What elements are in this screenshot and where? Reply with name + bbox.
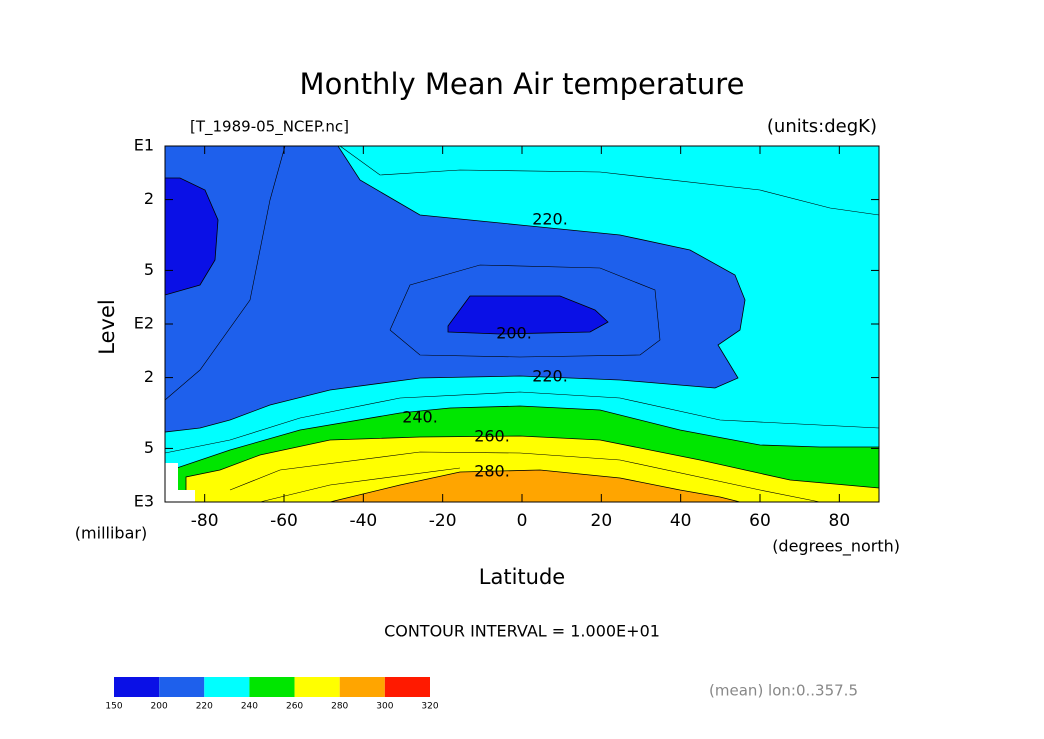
colorbar-label: 280	[331, 702, 348, 712]
x-tick-label: -60	[270, 511, 298, 531]
contour-band	[447, 295, 609, 335]
colorbar-box	[249, 677, 295, 697]
colorbar-box	[114, 677, 160, 697]
x-tick-label: 80	[829, 511, 851, 531]
colorbar-label: 220	[196, 702, 213, 712]
y-tick-label: 5	[144, 260, 154, 279]
contour-line	[164, 391, 880, 454]
x-tick-label: 40	[670, 511, 692, 531]
contour-note: CONTOUR INTERVAL = 1.000E+01	[384, 622, 660, 641]
y-tick-label: 2	[144, 189, 154, 208]
x-tick-label: -40	[349, 511, 377, 531]
y-tick-label: E1	[134, 136, 154, 155]
units: (units:degK)	[767, 116, 877, 137]
contour-line	[259, 467, 461, 503]
colorbar-label: 240	[241, 702, 258, 712]
contour-label: 220.	[532, 210, 568, 229]
x-axis-title: Latitude	[479, 565, 565, 589]
y-units: (millibar)	[75, 524, 147, 543]
colorbar-box	[159, 677, 205, 697]
missing-area	[165, 463, 195, 502]
x-tick-label: -20	[429, 511, 457, 531]
contour-band	[164, 145, 746, 433]
colorbar-box	[204, 677, 250, 697]
contour-label: 200.	[496, 324, 532, 343]
contour-line	[339, 145, 880, 216]
x-tick-label: 60	[749, 511, 771, 531]
colorbar-label: 150	[105, 702, 122, 712]
colorbar-label: 320	[421, 702, 438, 712]
footer: (mean) lon:0..357.5	[709, 682, 858, 700]
contour-line	[229, 451, 821, 503]
contour-band	[329, 469, 741, 503]
contour-label: 220.	[532, 367, 568, 386]
x-tick-label: -80	[191, 511, 219, 531]
y-tick-label: E3	[134, 492, 154, 511]
subtitle: [T_1989-05_NCEP.nc]	[190, 118, 349, 137]
colorbar-label: 300	[376, 702, 393, 712]
y-tick-label: 2	[144, 367, 154, 386]
colorbar-box	[384, 677, 430, 697]
contour-label: 240.	[402, 408, 438, 427]
y-axis-title: Level	[95, 299, 119, 354]
x-units: (degrees_north)	[772, 537, 900, 557]
colorbar-box	[294, 677, 340, 697]
colorbar-label: 260	[286, 702, 303, 712]
chart-title: Monthly Mean Air temperature	[300, 67, 745, 101]
contour-band	[164, 177, 219, 296]
colorbar-label: 200	[151, 702, 168, 712]
contour-label: 260.	[474, 427, 510, 446]
contour-line	[389, 264, 661, 358]
y-tick-label: 5	[144, 438, 154, 457]
y-tick-label: E2	[134, 314, 154, 333]
contour-line	[164, 145, 286, 401]
x-tick-label: 0	[517, 511, 528, 531]
colorbar-box	[339, 677, 385, 697]
contour-label: 280.	[474, 462, 510, 481]
x-tick-label: 20	[591, 511, 613, 531]
